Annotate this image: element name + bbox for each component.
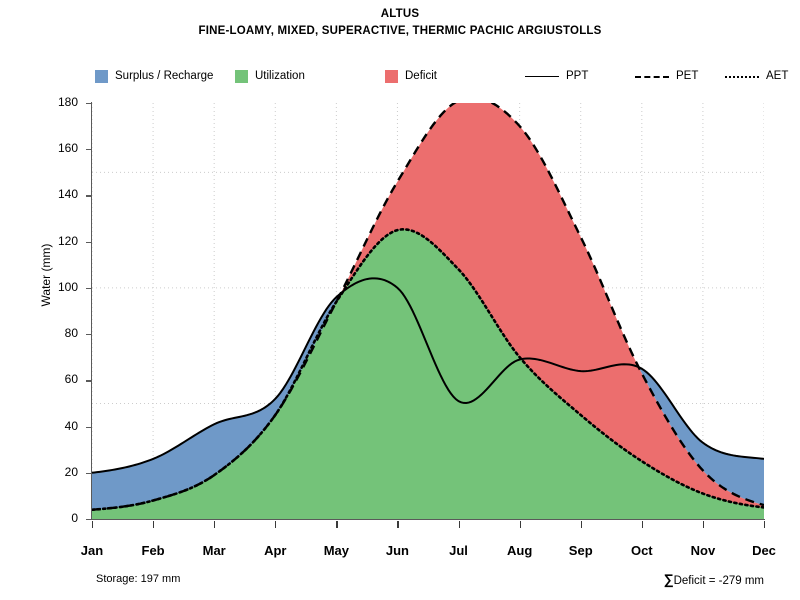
fill-surplus-recharge [92, 294, 339, 510]
plot-area [92, 103, 764, 519]
y-tick-mark [86, 287, 92, 290]
deficit-annotation: ∑Deficit = -279 mm [664, 571, 764, 587]
legend-item-ppt: PPT [525, 66, 588, 86]
y-tick-mark [86, 519, 92, 521]
y-tick-mark [86, 195, 92, 197]
x-tick-label-mar: Mar [202, 543, 226, 558]
x-tick-mark [580, 521, 582, 528]
sigma-icon: ∑ [663, 571, 674, 587]
chart-title: ALTUS FINE-LOAMY, MIXED, SUPERACTIVE, TH… [0, 6, 800, 40]
legend-line-icon [525, 70, 559, 83]
x-tick-mark [275, 521, 277, 528]
x-tick-mark [336, 521, 338, 528]
chart-title-line2: FINE-LOAMY, MIXED, SUPERACTIVE, THERMIC … [198, 25, 602, 37]
legend-label: Surplus / Recharge [115, 70, 214, 82]
x-tick-label-dec: Dec [752, 543, 776, 558]
y-tick-mark [86, 334, 92, 336]
y-tick-label: 180 [57, 95, 78, 109]
deficit-annotation-text: Deficit = -279 mm [673, 575, 764, 587]
x-tick-label-aug: Aug [506, 543, 533, 558]
x-tick-label-feb: Feb [141, 543, 165, 558]
x-tick-label-jul: Jul [449, 543, 468, 558]
x-tick-mark [397, 521, 399, 528]
legend-swatch-icon [235, 69, 248, 83]
legend-item-pet: PET [635, 66, 698, 86]
legend-label: PPT [566, 70, 589, 82]
x-tick-mark [641, 521, 643, 528]
y-tick-label: 160 [57, 141, 78, 156]
y-tick-mark [86, 426, 92, 428]
x-tick-label-sep: Sep [568, 543, 593, 558]
x-tick-label-jan: Jan [80, 543, 104, 558]
legend-swatch-icon [385, 69, 398, 83]
legend-swatch-icon [95, 69, 108, 83]
legend-item-surplus-recharge: Surplus / Recharge [95, 66, 213, 86]
x-tick-mark [214, 521, 216, 528]
x-tick-label-oct: Oct [630, 543, 653, 558]
storage-annotation: Storage: 197 mm [96, 573, 181, 585]
legend-item-deficit: Deficit [385, 66, 437, 86]
y-tick-label: 120 [57, 233, 78, 248]
y-tick-mark [86, 103, 92, 105]
series-line-ppt [92, 277, 764, 474]
legend-line-icon [725, 70, 759, 83]
fill-regions [92, 103, 764, 519]
legend-line-icon [635, 70, 669, 83]
y-tick-mark [86, 149, 92, 151]
x-tick-label-apr: Apr [264, 543, 287, 558]
x-tick-label-jun: Jun [385, 543, 410, 558]
y-tick-mark [86, 241, 92, 243]
y-tick-label: 80 [64, 326, 78, 341]
chart-canvas [92, 103, 764, 519]
x-tick-mark [764, 521, 766, 528]
x-tick-label-may: May [323, 543, 349, 558]
y-tick-label: 140 [57, 187, 78, 202]
legend-label: Deficit [405, 70, 437, 82]
x-tick-mark [92, 521, 94, 528]
series-line-aet [92, 228, 764, 512]
y-tick-label: 60 [64, 372, 78, 387]
x-tick-mark [153, 521, 155, 528]
x-tick-mark [458, 521, 460, 528]
legend-label: PET [676, 70, 699, 82]
y-tick-label: 0 [71, 511, 78, 525]
data-lines [92, 103, 764, 512]
y-tick-mark [86, 380, 92, 382]
legend-item-aet: AET [725, 66, 788, 86]
chart-title-line1: ALTUS [380, 8, 420, 20]
x-tick-mark [702, 521, 705, 528]
x-tick-label-nov: Nov [690, 543, 716, 558]
x-axis-spine [91, 519, 765, 521]
y-tick-label: 40 [64, 418, 78, 433]
legend-label: Utilization [255, 70, 305, 82]
series-line-pet [92, 103, 764, 511]
fill-utilization [92, 229, 764, 519]
fill-deficit [338, 103, 764, 508]
legend-label: AET [766, 70, 789, 82]
y-tick-mark [86, 472, 92, 474]
chart-legend: Surplus / Recharge Utilization Deficit PPT P… [95, 66, 788, 88]
legend-item-utilization: Utilization [235, 66, 305, 86]
x-tick-mark [519, 521, 521, 528]
y-tick-label: 100 [57, 279, 78, 294]
y-tick-label: 20 [64, 464, 78, 479]
